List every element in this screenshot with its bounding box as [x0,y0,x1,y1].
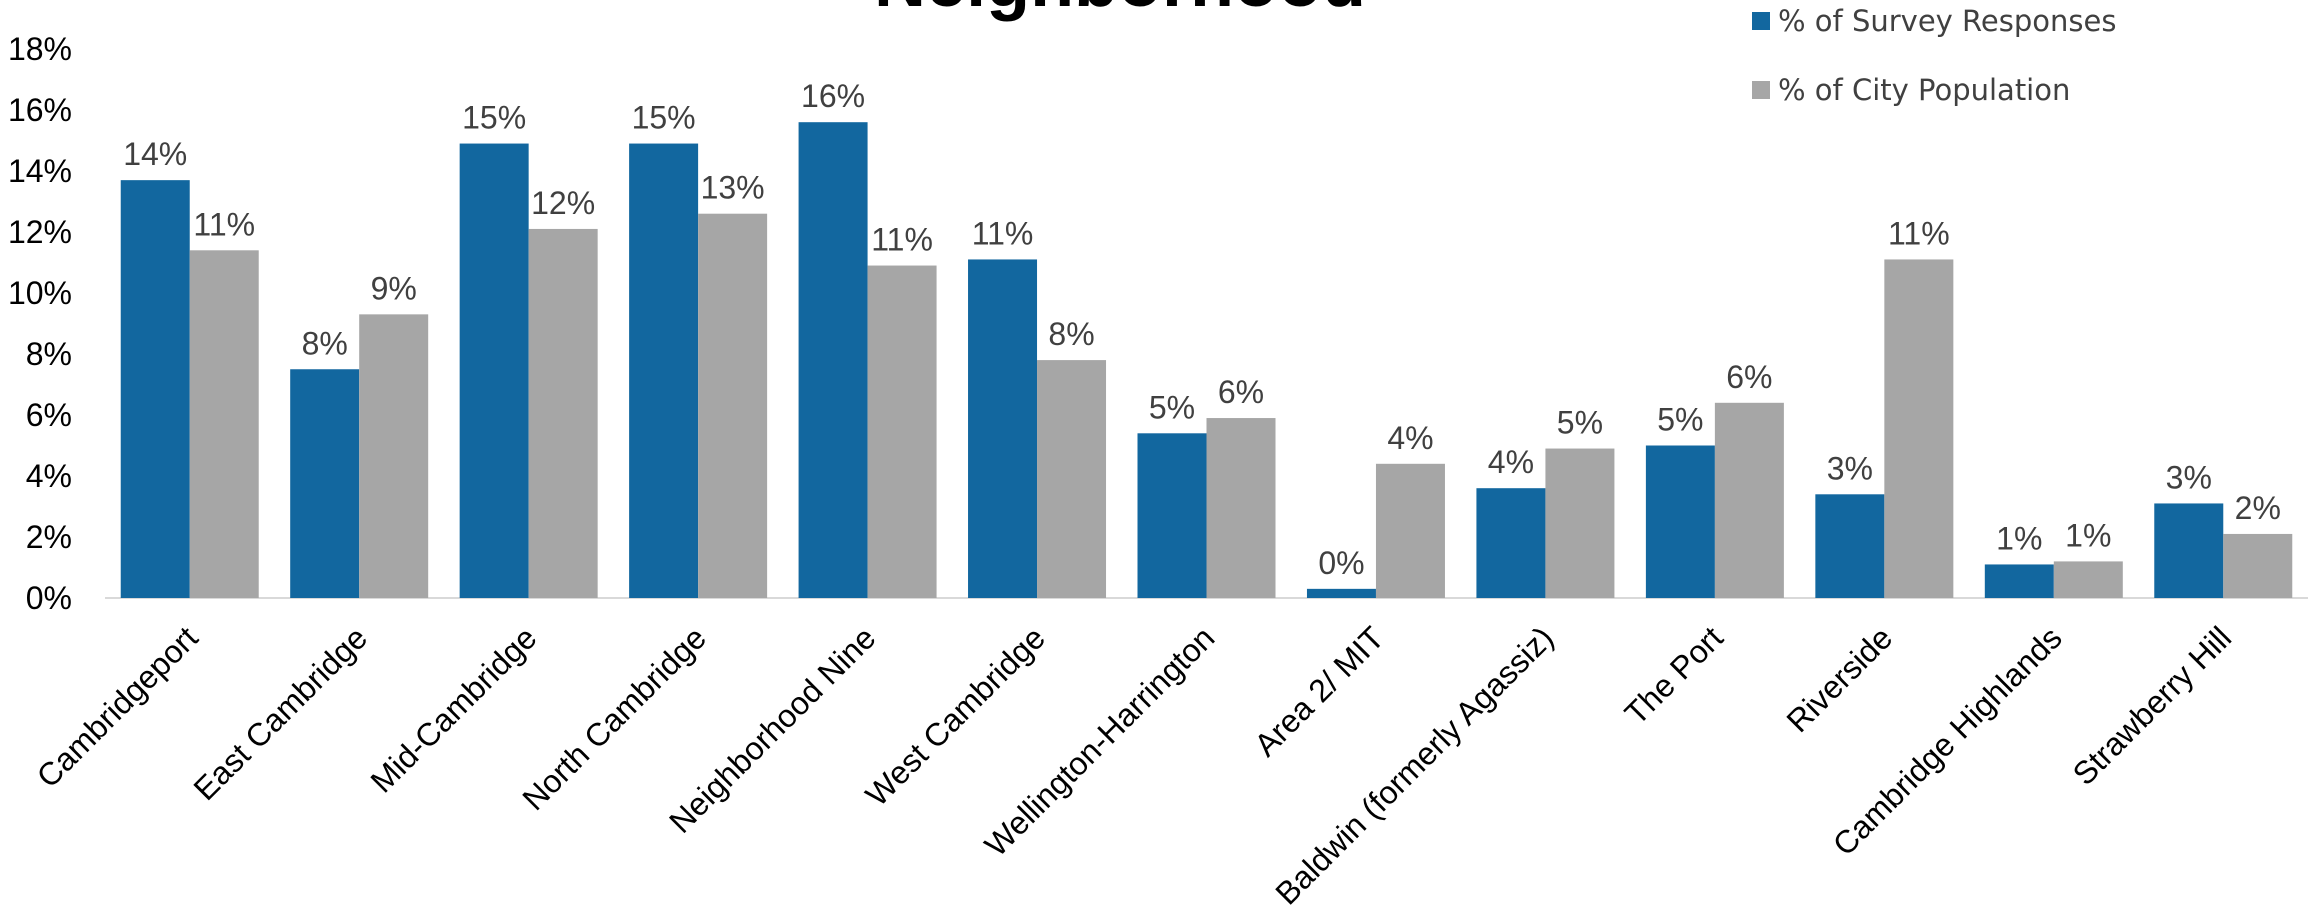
bars-group: 14%11%8%9%15%12%15%13%16%11% 11%8%5% 6%0%4… [120,78,2293,599]
bar-population [698,213,768,598]
bar-survey [290,369,360,598]
data-label-survey: 5% [1657,402,1703,438]
legend-swatch-population [1752,81,1770,99]
x-category-label: Mid-Cambridge [363,619,543,799]
data-label-population: 4% [1387,420,1433,456]
data-label-survey: 15% [462,100,526,136]
data-label-population: 2% [2235,490,2281,526]
bar-survey [1137,433,1207,598]
y-tick-label: 0% [26,580,72,616]
y-tick-label: 6% [26,397,72,433]
x-category-label: West Cambridge [858,619,1052,813]
legend-label-survey: % of Survey Responses [1778,4,2116,38]
y-tick-label: 4% [26,458,72,494]
y-tick-label: 2% [26,519,72,555]
y-tick-label: 8% [26,336,72,372]
data-label-survey: 3% [1827,450,1873,486]
x-category-label: Cambridgeport [30,619,205,794]
data-label-population: 12% [531,185,595,221]
bar-survey [1306,588,1376,598]
bar-survey [1815,494,1885,598]
data-label-population: 11% [1888,215,1950,251]
data-label-population: 9% [371,270,417,306]
data-label-survey: 3% [2166,459,2212,495]
bar-population [528,228,598,598]
y-axis: 0% 2% 4% 6% 8% 10% 12% 14% 16% 18% [8,31,72,616]
bar-population [867,265,937,598]
data-label-population: 6% [1218,374,1264,410]
x-category-label: The Port [1618,619,1730,731]
data-label-population: 8% [1048,316,1094,352]
legend-swatch-survey [1752,12,1770,30]
bar-survey [120,180,190,598]
x-category-label: Strawberry Hill [2066,619,2239,792]
bar-survey [629,143,699,599]
legend-label-population: % of City Population [1778,73,2070,107]
bar-population [1884,259,1954,598]
bar-survey [1984,564,2054,598]
data-label-survey: 5% [1149,389,1195,425]
bar-survey [459,143,529,599]
x-category-label: Riverside [1780,619,1900,739]
data-label-population: 11% [193,206,255,242]
x-category-label: North Cambridge [515,619,713,817]
x-category-label: Baldwin (formerly Agassiz) [1268,619,1560,905]
bar-survey [1476,488,1546,598]
bar-population [1037,360,1107,598]
data-label-population: 1% [2065,517,2111,553]
data-label-survey: 8% [302,325,348,361]
data-label-survey: 16% [801,78,865,114]
x-category-label: East Cambridge [186,619,374,807]
legend: % of Survey Responses % of City Populati… [1752,4,2116,107]
data-label-survey: 11% [972,215,1034,251]
bar-survey [1645,445,1715,598]
data-label-population: 11% [871,222,933,258]
data-label-survey: 15% [632,100,696,136]
bar-population [1714,402,1784,598]
y-tick-label: 18% [8,31,72,67]
bar-population [1545,448,1615,598]
y-tick-label: 10% [8,275,72,311]
chart-title: Neighborhood [874,0,1366,22]
y-tick-label: 16% [8,92,72,128]
bar-population [2223,533,2293,598]
data-label-survey: 0% [1318,545,1364,581]
y-tick-label: 14% [8,153,72,189]
bar-population [359,314,429,598]
x-category-label: Area 2/ MIT [1247,619,1391,763]
data-label-population: 6% [1726,359,1772,395]
y-tick-label: 12% [8,214,72,250]
data-label-survey: 4% [1488,444,1534,480]
data-label-survey: 1% [1996,520,2042,556]
bar-survey [968,259,1038,598]
bar-survey [798,122,868,598]
bar-population [2053,561,2123,598]
bar-survey [2154,503,2224,598]
data-label-survey: 14% [123,136,187,172]
bar-population [1375,463,1445,598]
data-label-population: 13% [701,170,765,206]
bar-population [189,250,259,599]
bar-population [1206,418,1276,598]
data-label-population: 5% [1557,405,1603,441]
